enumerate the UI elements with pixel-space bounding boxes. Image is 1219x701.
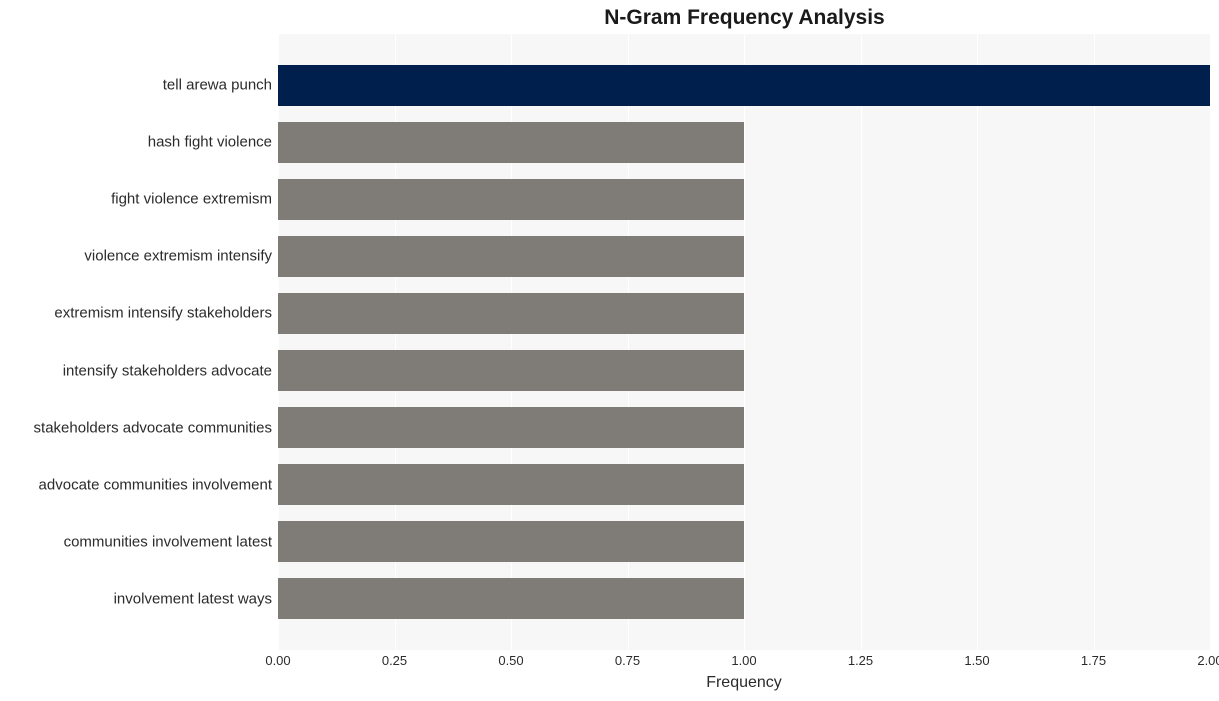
x-axis-title: Frequency xyxy=(278,674,1210,692)
y-tick-label: extremism intensify stakeholders xyxy=(54,306,272,321)
x-tick-label: 1.75 xyxy=(1081,654,1106,667)
gridline xyxy=(861,34,862,650)
bar xyxy=(278,350,744,391)
y-tick-label: communities involvement latest xyxy=(64,534,272,549)
x-tick-label: 0.75 xyxy=(615,654,640,667)
plot-area xyxy=(278,34,1210,650)
bar xyxy=(278,293,744,334)
y-axis-labels: tell arewa punch hash fight violence fight… xyxy=(0,34,272,650)
y-tick-label: tell arewa punch xyxy=(163,78,272,93)
x-tick-label: 2.00 xyxy=(1197,654,1219,667)
gridline xyxy=(1094,34,1095,650)
bar xyxy=(278,179,744,220)
x-tick-label: 1.50 xyxy=(964,654,989,667)
y-tick-label: involvement latest ways xyxy=(114,591,272,606)
y-tick-label: violence extremism intensify xyxy=(84,249,272,264)
x-tick-label: 1.25 xyxy=(848,654,873,667)
ngram-frequency-chart: N-Gram Frequency Analysis tell arewa pun… xyxy=(0,0,1219,701)
y-tick-label: fight violence extremism xyxy=(111,192,272,207)
gridline xyxy=(977,34,978,650)
bar xyxy=(278,407,744,448)
bar xyxy=(278,122,744,163)
y-tick-label: hash fight violence xyxy=(148,135,272,150)
chart-title: N-Gram Frequency Analysis xyxy=(0,6,1219,30)
bar xyxy=(278,521,744,562)
bar xyxy=(278,65,1210,106)
y-tick-label: intensify stakeholders advocate xyxy=(63,363,272,378)
x-tick-label: 0.00 xyxy=(265,654,290,667)
y-tick-label: advocate communities involvement xyxy=(39,477,272,492)
bar xyxy=(278,578,744,619)
gridline xyxy=(744,34,745,650)
bar xyxy=(278,464,744,505)
x-tick-label: 1.00 xyxy=(731,654,756,667)
x-axis-labels: 0.000.250.500.751.001.251.501.752.00 xyxy=(278,652,1210,676)
bar xyxy=(278,236,744,277)
gridline xyxy=(1210,34,1211,650)
x-tick-label: 0.25 xyxy=(382,654,407,667)
y-tick-label: stakeholders advocate communities xyxy=(34,420,272,435)
x-tick-label: 0.50 xyxy=(498,654,523,667)
